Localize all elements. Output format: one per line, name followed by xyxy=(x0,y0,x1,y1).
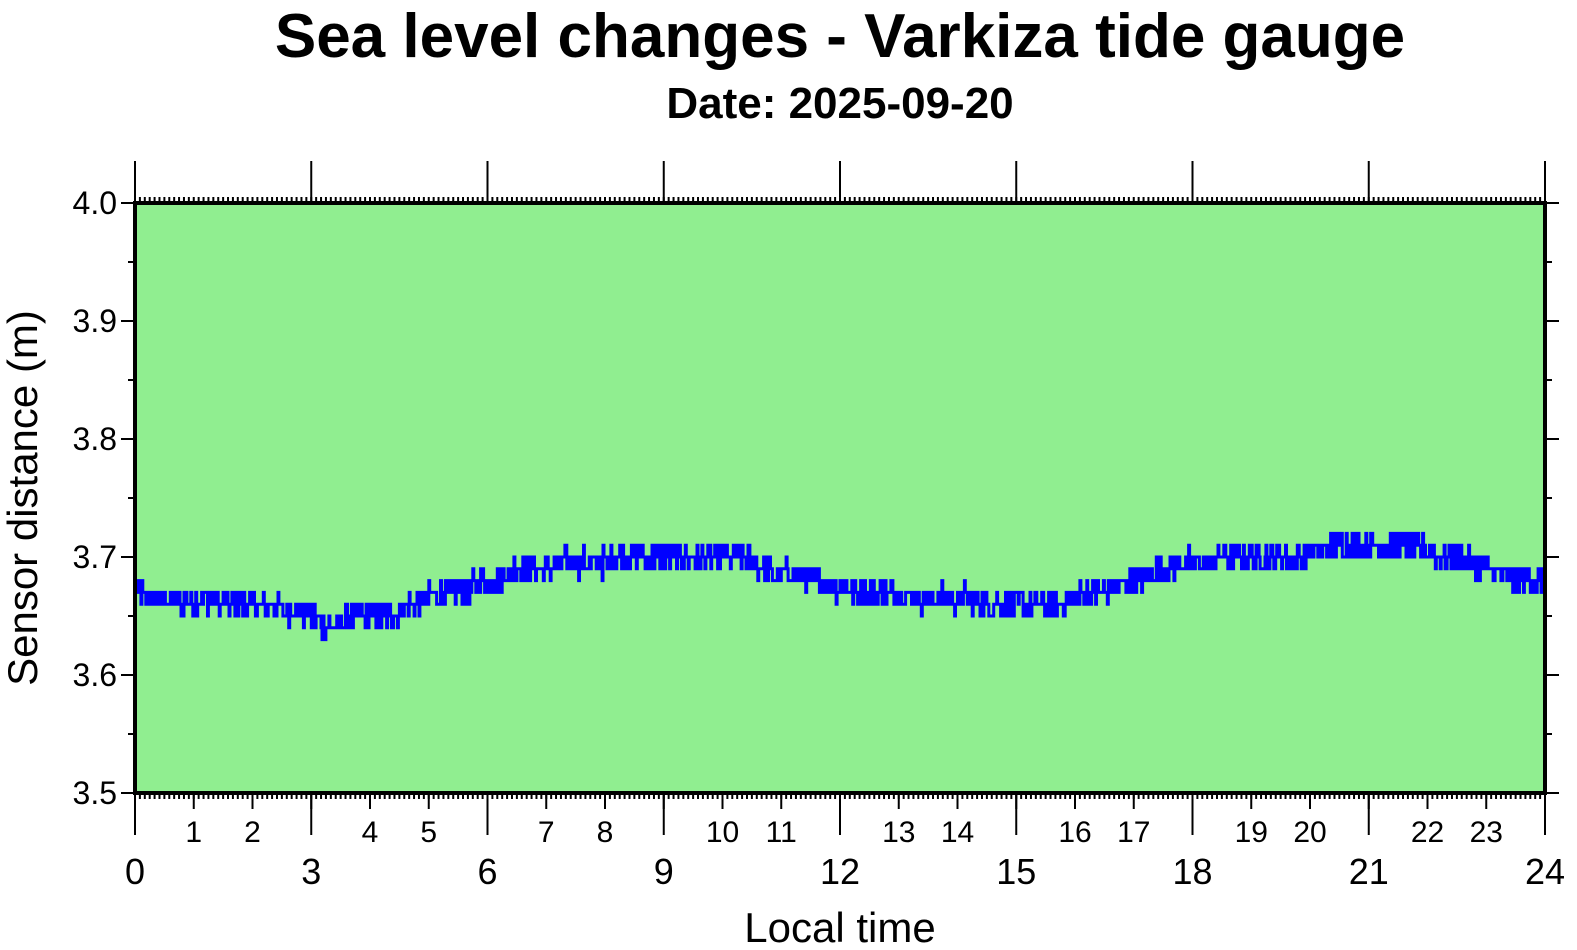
x-minor-tick-label: 11 xyxy=(766,816,797,849)
x-major-tick-label: 12 xyxy=(820,851,860,892)
x-minor-tick-label: 23 xyxy=(1470,816,1503,849)
x-major-tick-label: 15 xyxy=(996,851,1036,892)
x-major-tick-label: 6 xyxy=(477,851,497,892)
x-minor-tick-label: 4 xyxy=(362,816,379,849)
x-major-tick-label: 18 xyxy=(1172,851,1212,892)
y-axis-label: Sensor distance (m) xyxy=(0,310,46,686)
x-major-tick-label: 21 xyxy=(1349,851,1389,892)
plot-area xyxy=(135,203,1545,793)
x-minor-tick-label: 19 xyxy=(1235,816,1268,849)
x-minor-tick-label: 13 xyxy=(882,816,915,849)
y-tick-label: 3.9 xyxy=(73,303,117,339)
x-minor-tick-label: 2 xyxy=(244,816,261,849)
chart-title: Sea level changes - Varkiza tide gauge xyxy=(275,2,1405,71)
x-major-tick-label: 24 xyxy=(1525,851,1565,892)
y-tick-labels: 3.5 3.6 3.7 3.8 3.9 4.0 xyxy=(73,185,117,811)
x-major-tick-label: 3 xyxy=(301,851,321,892)
chart-subtitle: Date: 2025-09-20 xyxy=(666,79,1013,128)
x-minor-tick-label: 8 xyxy=(597,816,614,849)
y-tick-label: 4.0 xyxy=(73,185,117,221)
x-minor-tick-label: 1 xyxy=(185,816,202,849)
y-tick-label: 3.6 xyxy=(73,657,117,693)
x-minor-tick-label: 20 xyxy=(1293,816,1326,849)
y-tick-label: 3.8 xyxy=(73,421,117,457)
x-axis-label: Local time xyxy=(744,904,935,950)
x-minor-tick-label: 10 xyxy=(706,816,739,849)
y-tick-label: 3.5 xyxy=(73,775,117,811)
x-minor-tick-label: 5 xyxy=(420,816,437,849)
x-minor-tick-label: 16 xyxy=(1058,816,1091,849)
sea-level-series-line xyxy=(135,531,1546,642)
x-minor-tick-label: 22 xyxy=(1411,816,1444,849)
x-minor-tick-label: 17 xyxy=(1117,816,1150,849)
x-tick-labels: 0 3 6 9 12 15 18 21 241 2 4 5 7 8 10 11 13 14 16 17 19 20 22 23 xyxy=(125,816,1565,892)
x-minor-tick-label: 14 xyxy=(941,816,974,849)
x-major-tick-label: 9 xyxy=(654,851,674,892)
x-minor-tick-label: 7 xyxy=(538,816,555,849)
x-major-tick-label: 0 xyxy=(125,851,145,892)
y-tick-label: 3.7 xyxy=(73,539,117,575)
plot-frame xyxy=(133,201,1547,795)
